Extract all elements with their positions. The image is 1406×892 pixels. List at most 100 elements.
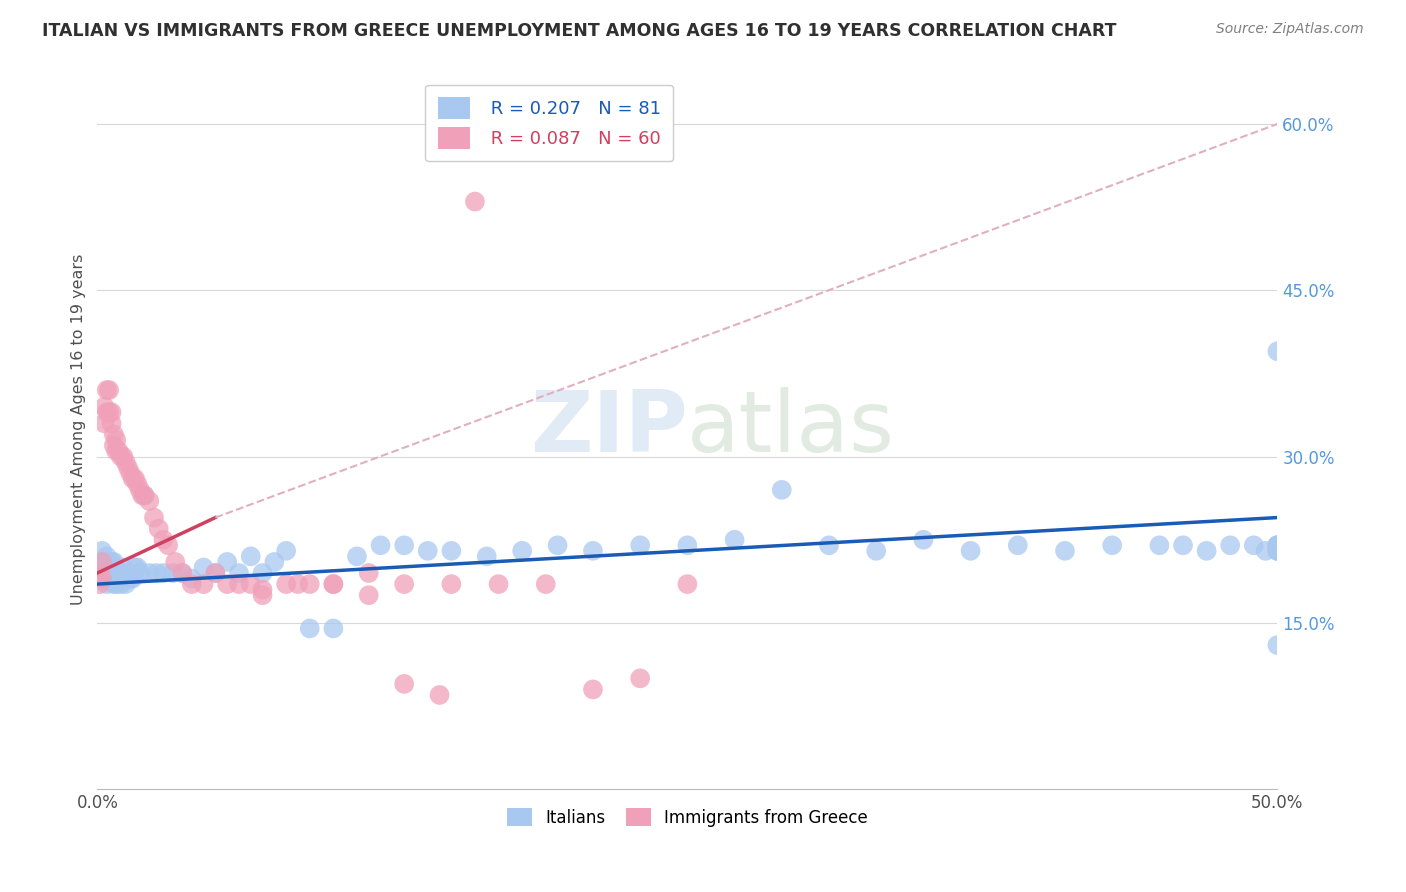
- Point: [117, 566, 139, 580]
- Point: [112, 450, 135, 464]
- Point: [105, 433, 128, 447]
- Point: [93, 400, 115, 414]
- Point: [120, 467, 142, 481]
- Point: [91, 544, 114, 558]
- Point: [127, 477, 149, 491]
- Point: [228, 566, 250, 580]
- Point: [128, 566, 150, 580]
- Point: [322, 622, 344, 636]
- Point: [865, 544, 887, 558]
- Point: [1171, 538, 1194, 552]
- Point: [134, 488, 156, 502]
- Point: [1267, 544, 1289, 558]
- Point: [91, 572, 114, 586]
- Point: [127, 560, 149, 574]
- Point: [370, 538, 392, 552]
- Point: [298, 577, 321, 591]
- Point: [1267, 538, 1289, 552]
- Point: [628, 538, 651, 552]
- Point: [89, 566, 111, 580]
- Point: [582, 544, 605, 558]
- Point: [105, 577, 128, 591]
- Point: [138, 566, 160, 580]
- Point: [252, 566, 274, 580]
- Point: [128, 483, 150, 497]
- Point: [1267, 544, 1289, 558]
- Point: [628, 671, 651, 685]
- Point: [475, 549, 498, 564]
- Point: [138, 494, 160, 508]
- Point: [134, 488, 156, 502]
- Point: [114, 455, 136, 469]
- Point: [103, 577, 125, 591]
- Legend: Italians, Immigrants from Greece: Italians, Immigrants from Greece: [499, 800, 876, 835]
- Point: [96, 549, 118, 564]
- Point: [100, 405, 122, 419]
- Point: [124, 472, 146, 486]
- Point: [98, 405, 121, 419]
- Point: [172, 566, 194, 580]
- Point: [1267, 538, 1289, 552]
- Point: [1267, 538, 1289, 552]
- Point: [93, 566, 115, 580]
- Text: ZIP: ZIP: [530, 387, 688, 470]
- Point: [723, 533, 745, 547]
- Point: [100, 417, 122, 431]
- Point: [1267, 638, 1289, 652]
- Y-axis label: Unemployment Among Ages 16 to 19 years: Unemployment Among Ages 16 to 19 years: [72, 253, 86, 605]
- Point: [252, 588, 274, 602]
- Text: atlas: atlas: [688, 387, 896, 470]
- Point: [582, 682, 605, 697]
- Point: [676, 577, 699, 591]
- Point: [276, 544, 298, 558]
- Point: [770, 483, 793, 497]
- Point: [263, 555, 285, 569]
- Point: [204, 566, 226, 580]
- Point: [239, 577, 262, 591]
- Point: [416, 544, 439, 558]
- Point: [148, 522, 170, 536]
- Point: [93, 417, 115, 431]
- Point: [110, 566, 132, 580]
- Point: [96, 383, 118, 397]
- Point: [346, 549, 368, 564]
- Point: [357, 588, 380, 602]
- Point: [534, 577, 557, 591]
- Point: [392, 538, 415, 552]
- Point: [117, 460, 139, 475]
- Point: [276, 577, 298, 591]
- Point: [89, 566, 111, 580]
- Point: [172, 566, 194, 580]
- Point: [322, 577, 344, 591]
- Point: [1101, 538, 1123, 552]
- Point: [193, 577, 215, 591]
- Point: [89, 555, 111, 569]
- Point: [392, 577, 415, 591]
- Point: [429, 688, 451, 702]
- Point: [322, 577, 344, 591]
- Point: [121, 572, 143, 586]
- Point: [131, 488, 153, 502]
- Point: [103, 438, 125, 452]
- Point: [1254, 544, 1277, 558]
- Point: [217, 555, 239, 569]
- Point: [1243, 538, 1265, 552]
- Point: [228, 577, 250, 591]
- Point: [392, 677, 415, 691]
- Point: [1195, 544, 1218, 558]
- Point: [98, 383, 121, 397]
- Point: [440, 544, 463, 558]
- Point: [204, 566, 226, 580]
- Point: [912, 533, 935, 547]
- Point: [152, 566, 174, 580]
- Point: [1267, 538, 1289, 552]
- Point: [252, 582, 274, 597]
- Point: [1053, 544, 1076, 558]
- Point: [91, 566, 114, 580]
- Point: [152, 533, 174, 547]
- Point: [180, 572, 202, 586]
- Point: [105, 572, 128, 586]
- Point: [165, 555, 187, 569]
- Point: [93, 555, 115, 569]
- Point: [1267, 344, 1289, 359]
